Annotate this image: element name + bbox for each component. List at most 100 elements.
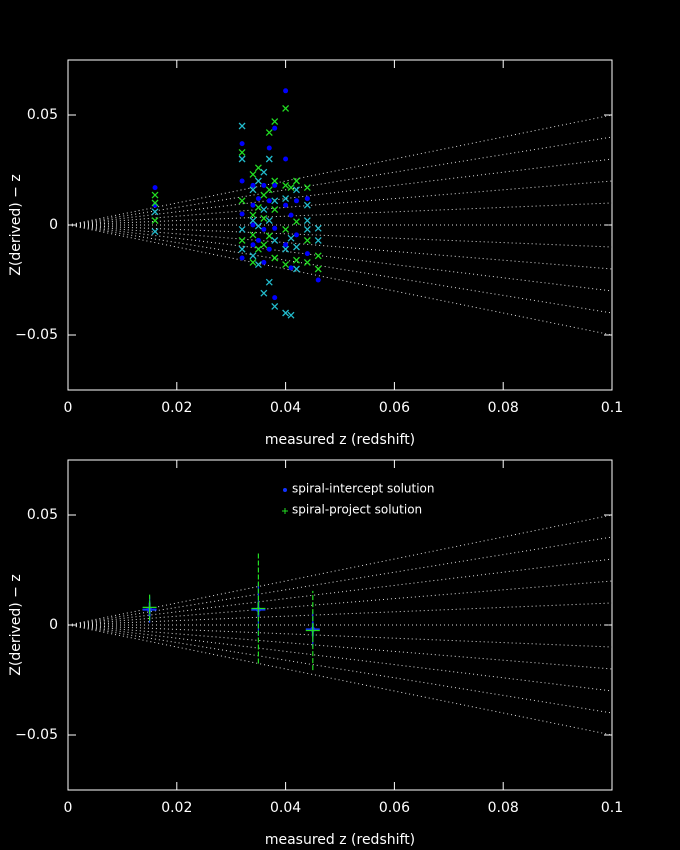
point bbox=[283, 242, 289, 248]
point bbox=[282, 181, 290, 189]
point bbox=[238, 155, 246, 163]
point bbox=[151, 208, 159, 216]
point bbox=[271, 302, 279, 310]
point bbox=[151, 191, 159, 199]
y-tick-label: 0.05 bbox=[27, 107, 58, 123]
y-tick-label: −0.05 bbox=[15, 327, 58, 343]
point bbox=[288, 212, 294, 218]
y-axis-label: Z(derived) − z bbox=[8, 174, 24, 275]
reference-line bbox=[67, 558, 613, 626]
point bbox=[293, 186, 300, 194]
point bbox=[239, 255, 245, 261]
point bbox=[251, 601, 266, 616]
point bbox=[260, 206, 268, 214]
point bbox=[293, 177, 300, 185]
point bbox=[283, 202, 289, 208]
x-tick-label: 0.08 bbox=[488, 800, 519, 816]
point bbox=[287, 184, 295, 192]
reference-line bbox=[67, 580, 613, 626]
point bbox=[152, 185, 158, 191]
point bbox=[271, 206, 279, 214]
point bbox=[261, 259, 267, 265]
point bbox=[265, 217, 273, 225]
reference-line bbox=[67, 180, 613, 226]
reference-line bbox=[67, 224, 613, 270]
point bbox=[282, 245, 290, 253]
legend-marker bbox=[282, 508, 288, 514]
point bbox=[293, 218, 300, 226]
point bbox=[265, 155, 273, 163]
reference-line bbox=[67, 114, 613, 226]
point bbox=[254, 164, 262, 172]
point bbox=[260, 168, 268, 176]
reference-line bbox=[67, 624, 613, 714]
point bbox=[293, 198, 299, 204]
point bbox=[265, 278, 273, 286]
reference-line bbox=[67, 514, 613, 626]
reference-line bbox=[67, 224, 613, 248]
point bbox=[265, 186, 273, 194]
y-tick-label: 0 bbox=[49, 617, 58, 633]
point bbox=[249, 186, 257, 194]
x-tick-label: 0.04 bbox=[270, 800, 301, 816]
reference-line bbox=[67, 624, 613, 692]
point bbox=[266, 246, 272, 252]
x-tick-label: 0 bbox=[64, 400, 73, 416]
point bbox=[293, 232, 299, 238]
reference-line bbox=[67, 602, 613, 626]
point bbox=[238, 148, 246, 156]
point bbox=[271, 236, 279, 244]
x-axis-label: measured z (redshift) bbox=[265, 832, 415, 848]
point bbox=[265, 129, 273, 137]
point bbox=[287, 311, 295, 319]
x-tick-label: 0 bbox=[64, 800, 73, 816]
point bbox=[254, 222, 262, 230]
point bbox=[260, 191, 268, 199]
legend-label: spiral-intercept solution bbox=[292, 482, 435, 496]
point bbox=[272, 125, 278, 131]
point bbox=[283, 88, 289, 94]
x-tick-label: 0.08 bbox=[488, 400, 519, 416]
reference-line bbox=[67, 624, 613, 648]
point bbox=[250, 182, 256, 188]
point bbox=[283, 156, 289, 162]
point bbox=[239, 178, 245, 184]
reference-line bbox=[67, 624, 613, 670]
point bbox=[254, 261, 262, 269]
point bbox=[303, 201, 311, 209]
reference-line bbox=[67, 136, 613, 226]
x-axis-label: measured z (redshift) bbox=[265, 432, 415, 448]
point bbox=[271, 177, 279, 185]
reference-line bbox=[67, 224, 613, 292]
point bbox=[304, 196, 310, 202]
point bbox=[250, 242, 256, 248]
x-tick-label: 0.06 bbox=[379, 400, 410, 416]
point bbox=[238, 245, 246, 253]
point bbox=[151, 228, 159, 236]
point bbox=[250, 222, 256, 228]
y-tick-label: −0.05 bbox=[15, 727, 58, 743]
point bbox=[282, 309, 290, 317]
legend-marker bbox=[283, 488, 287, 492]
x-tick-label: 0.1 bbox=[601, 800, 623, 816]
legend-label: spiral-project solution bbox=[292, 503, 422, 517]
point bbox=[254, 245, 262, 253]
y-tick-label: 0.05 bbox=[27, 507, 58, 523]
panel: 0 0.02 0.04 0.06 0.08 0.1 −0.05 0 0.05 measured z… bbox=[8, 59, 623, 448]
x-tick-label: 0.02 bbox=[161, 800, 192, 816]
point bbox=[239, 211, 245, 217]
point bbox=[266, 145, 272, 151]
point bbox=[249, 211, 257, 219]
point bbox=[151, 217, 159, 225]
point bbox=[238, 225, 246, 233]
point bbox=[142, 600, 157, 615]
point bbox=[314, 224, 322, 232]
point bbox=[249, 170, 257, 178]
point bbox=[238, 122, 246, 130]
point bbox=[282, 195, 290, 203]
point bbox=[303, 258, 311, 266]
point bbox=[266, 198, 272, 204]
x-tick-label: 0.06 bbox=[379, 800, 410, 816]
y-tick-label: 0 bbox=[49, 217, 58, 233]
